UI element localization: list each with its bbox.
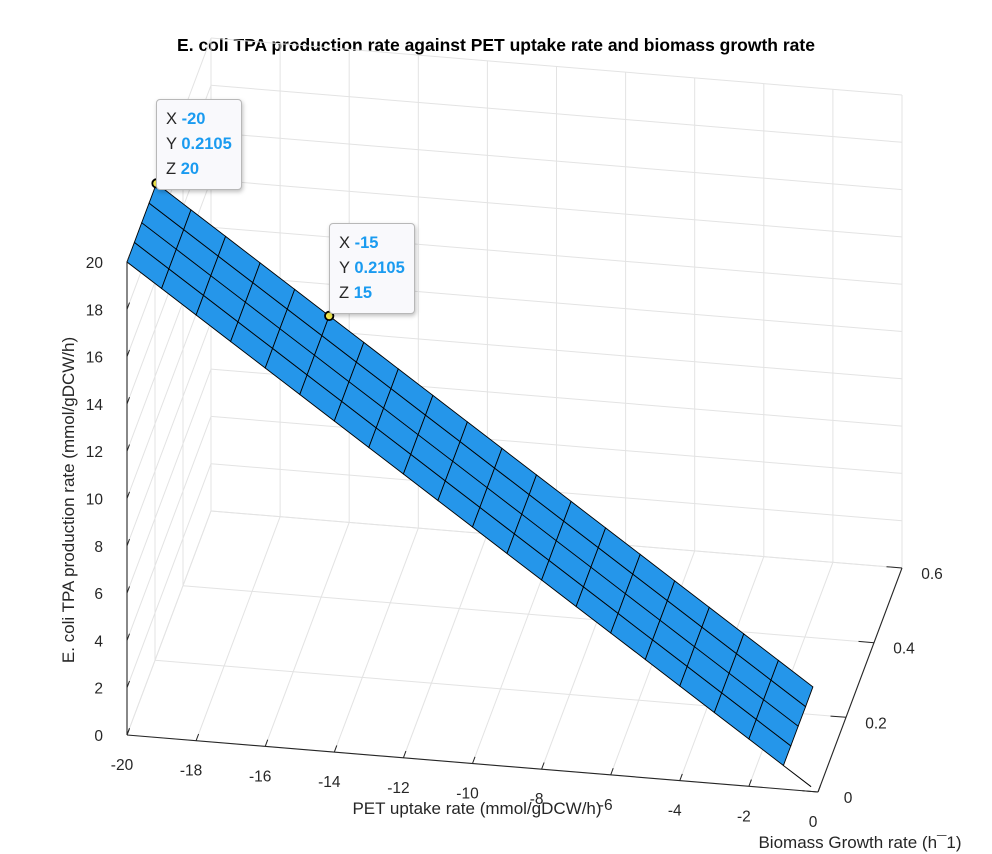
y-tick-label: 0.4 bbox=[893, 641, 915, 658]
z-tick-mark bbox=[126, 633, 130, 641]
datatip[interactable]: X -20 Y 0.2105 Z 20 bbox=[156, 99, 242, 190]
z-tick-label: 8 bbox=[94, 539, 103, 556]
z-tick-mark bbox=[126, 728, 130, 736]
datatip-z-row: Z 20 bbox=[166, 160, 200, 178]
z-tick-mark bbox=[126, 397, 130, 405]
z-tick-mark bbox=[126, 586, 130, 594]
x-tick-mark bbox=[195, 733, 200, 741]
grid-line-z-side bbox=[126, 321, 212, 546]
grid-line-x-floor bbox=[126, 510, 212, 736]
y-tick-mark bbox=[802, 790, 819, 793]
z-tick-label: 18 bbox=[86, 302, 103, 319]
x-tick-label: -14 bbox=[318, 774, 341, 791]
z-tick-mark bbox=[126, 349, 130, 357]
datatip-y-row: Y 0.2105 bbox=[166, 135, 232, 153]
y-axis-label: Biomass Growth rate (h¯1) bbox=[758, 833, 961, 852]
grid-line-x-floor bbox=[264, 522, 350, 747]
grid-line-z-side bbox=[126, 368, 212, 594]
x-tick-label: -20 bbox=[111, 757, 134, 774]
z-tick-label: 12 bbox=[86, 444, 103, 461]
x-tick-label: -10 bbox=[456, 786, 479, 803]
z-tick-label: 16 bbox=[86, 350, 103, 367]
y-tick-label: 0.2 bbox=[865, 715, 887, 732]
grid-line-z-back bbox=[210, 179, 903, 238]
y-tick-mark bbox=[858, 640, 875, 644]
grid-line-x-floor bbox=[402, 533, 488, 758]
grid-line-z-back bbox=[210, 84, 903, 143]
z-tick-label: 4 bbox=[94, 633, 103, 650]
surface-edge-line bbox=[783, 765, 812, 788]
grid-line-z-side bbox=[126, 463, 212, 688]
x-tick-mark bbox=[333, 745, 338, 753]
datatip-x-row: X -20 bbox=[166, 110, 206, 128]
x-tick-mark bbox=[472, 756, 476, 764]
x-tick-label: -4 bbox=[668, 803, 682, 820]
z-tick-mark bbox=[126, 538, 130, 546]
datatip[interactable]: X -15 Y 0.2105 Z 15 bbox=[329, 223, 415, 314]
datatip-y-row: Y 0.2105 bbox=[339, 259, 405, 277]
datatip-z-row: Z 15 bbox=[339, 284, 373, 302]
grid-line-x-floor bbox=[333, 527, 419, 753]
x-tick-mark bbox=[817, 785, 821, 793]
x-tick-label: -16 bbox=[249, 768, 271, 785]
grid-line-y-floor bbox=[182, 585, 875, 644]
x-tick-mark bbox=[541, 762, 545, 770]
x-tick-mark bbox=[679, 773, 683, 781]
z-tick-mark bbox=[126, 680, 130, 688]
grid-line-z-side bbox=[126, 416, 212, 641]
x-tick-mark bbox=[610, 768, 614, 776]
z-tick-mark bbox=[126, 255, 130, 263]
surface-patch bbox=[770, 659, 814, 708]
x-tick-mark bbox=[402, 750, 407, 758]
grid-line-z-back bbox=[210, 415, 903, 474]
x-tick-label: -8 bbox=[530, 791, 544, 808]
y-tick-label: 0.6 bbox=[921, 566, 943, 583]
x-tick-label: -18 bbox=[180, 763, 202, 780]
x-axis-label: PET uptake rate (mmol/gDCW/h) bbox=[352, 799, 601, 818]
grid-line-x-floor bbox=[195, 516, 281, 741]
y-axis-line bbox=[817, 567, 903, 793]
grid-line-z-back bbox=[210, 37, 903, 96]
x-tick-label: 0 bbox=[809, 814, 818, 831]
z-tick-label: 0 bbox=[94, 728, 103, 745]
y-tick-mark bbox=[886, 566, 903, 569]
datatip-x-row: X -15 bbox=[339, 234, 379, 252]
x-tick-label: -6 bbox=[599, 797, 613, 814]
z-tick-mark bbox=[126, 444, 130, 452]
z-tick-label: 2 bbox=[94, 681, 103, 698]
x-tick-mark bbox=[748, 779, 752, 787]
z-tick-mark bbox=[126, 491, 130, 499]
x-tick-mark bbox=[264, 739, 269, 747]
z-tick-mark bbox=[126, 302, 130, 310]
z-tick-label: 14 bbox=[86, 397, 104, 414]
y-tick-mark bbox=[830, 715, 847, 718]
z-tick-label: 20 bbox=[86, 255, 104, 272]
surface-patches bbox=[126, 182, 814, 788]
y-tick-label: 0 bbox=[844, 790, 853, 807]
grid-line-z-back bbox=[210, 132, 903, 191]
z-tick-label: 6 bbox=[94, 586, 103, 603]
z-tick-label: 10 bbox=[86, 492, 104, 509]
chart-title: E. coli TPA production rate against PET … bbox=[177, 35, 815, 55]
tick-labels: -20 -18 -16 -14 -12 -10 -8 -6 -4 -2 000.20.40.6024… bbox=[86, 255, 943, 831]
z-axis-label: E. coli TPA production rate (mmol/gDCW/h… bbox=[59, 337, 78, 663]
axes bbox=[126, 255, 903, 793]
x-tick-label: -2 bbox=[737, 808, 751, 825]
grid-line-z-back bbox=[210, 274, 903, 332]
grid-line-z-back bbox=[210, 226, 903, 285]
x-tick-label: -12 bbox=[387, 780, 409, 797]
